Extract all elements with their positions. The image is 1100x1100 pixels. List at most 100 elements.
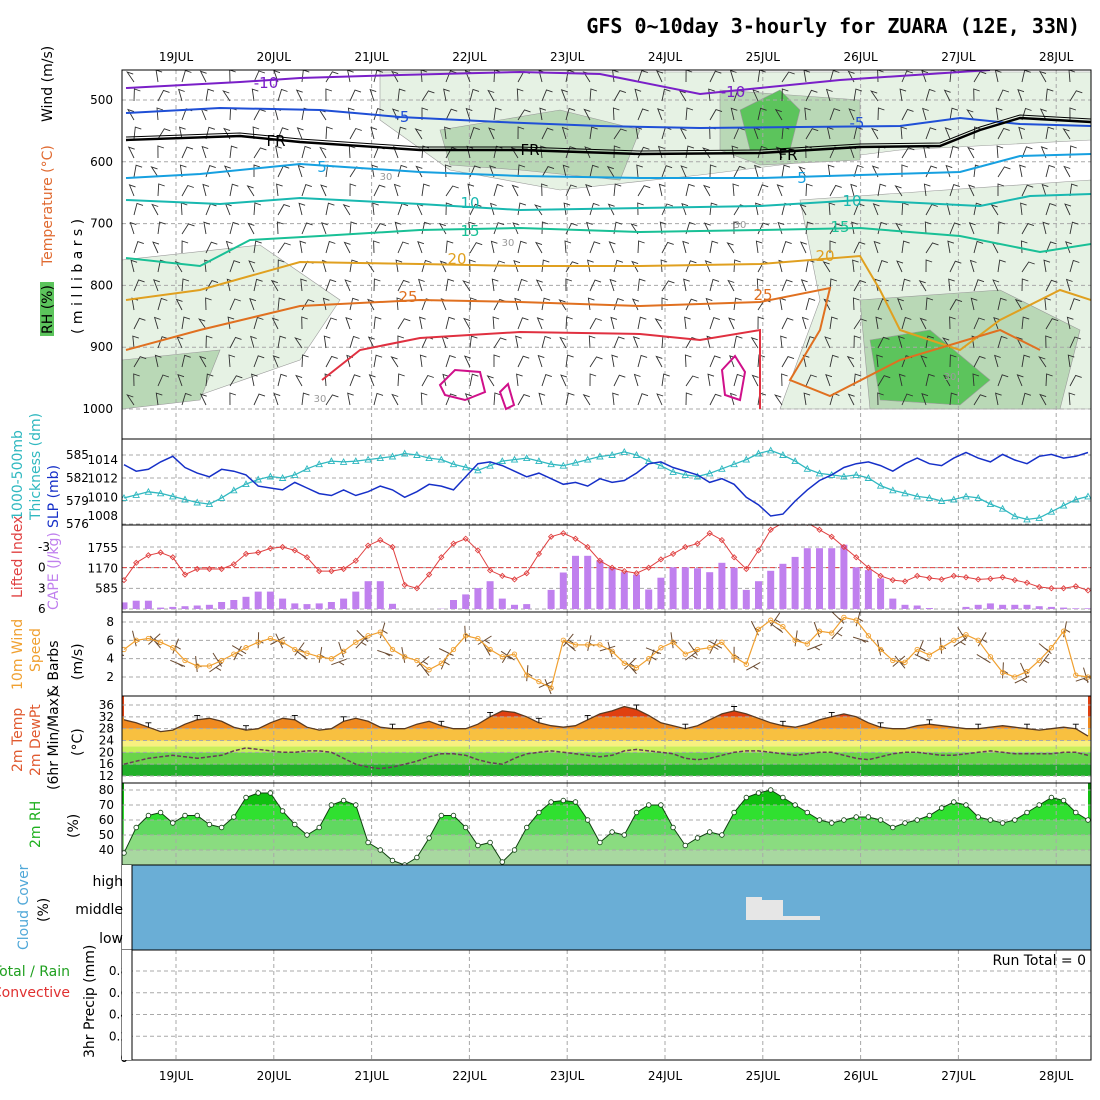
upper-barb bbox=[637, 316, 647, 330]
cape-bar bbox=[559, 572, 567, 609]
upper-barb bbox=[300, 278, 307, 292]
upper-barb bbox=[920, 355, 928, 368]
upper-barb bbox=[344, 279, 352, 292]
upper-barb bbox=[418, 278, 425, 292]
upper-barb bbox=[181, 278, 190, 292]
upper-barb bbox=[853, 335, 861, 349]
upper-barb bbox=[727, 279, 735, 292]
contour-label--10: -10 bbox=[721, 83, 746, 101]
upper-barb bbox=[294, 337, 303, 349]
upper-barb bbox=[517, 126, 525, 140]
date-bottom-27JUL: 27JUL bbox=[941, 1069, 976, 1083]
upper-barb bbox=[607, 203, 615, 216]
slp-tick-1008: 1008 bbox=[87, 509, 118, 523]
wind10-barb bbox=[807, 643, 823, 651]
upper-barb bbox=[774, 108, 783, 121]
upper-barb bbox=[897, 298, 904, 311]
upper-barb bbox=[421, 183, 430, 197]
upper-barb bbox=[613, 259, 624, 273]
temp-contour-7 bbox=[125, 286, 1041, 398]
upper-barb bbox=[969, 259, 977, 273]
lifted-point bbox=[218, 565, 225, 573]
wind10-barb bbox=[172, 638, 181, 654]
lifted-point bbox=[608, 564, 616, 571]
date-top-22JUL: 22JUL bbox=[452, 50, 487, 64]
upper-barb bbox=[805, 374, 817, 387]
thickness-point bbox=[657, 461, 665, 469]
upper-barb bbox=[1041, 183, 1049, 197]
upper-barb bbox=[536, 317, 544, 330]
thickness-point bbox=[352, 457, 360, 465]
upper-barb bbox=[297, 164, 305, 178]
thickness-point bbox=[974, 493, 982, 501]
upper-barb bbox=[949, 107, 959, 121]
ylabel-cape: CAPE (J/kg) bbox=[46, 532, 62, 610]
cape-bar bbox=[645, 589, 653, 609]
cape-bar bbox=[840, 544, 848, 609]
lifted-point bbox=[816, 526, 823, 533]
upper-barb bbox=[949, 145, 960, 159]
lifted-point bbox=[694, 540, 701, 547]
upper-barb bbox=[611, 354, 619, 368]
upper-barb bbox=[349, 183, 357, 197]
upper-barb bbox=[493, 70, 501, 83]
thickness-point bbox=[962, 492, 970, 500]
thickness-point bbox=[730, 460, 738, 468]
temp-maxbar bbox=[535, 717, 542, 723]
temp-contour-2 bbox=[125, 116, 1091, 156]
rh-blob-7 bbox=[869, 329, 991, 406]
lifted-point bbox=[122, 576, 128, 584]
thickness-point bbox=[766, 446, 775, 454]
rh-point bbox=[621, 832, 627, 838]
cape-bar bbox=[779, 563, 787, 609]
upper-barb bbox=[804, 107, 811, 121]
wind10-point bbox=[243, 645, 249, 651]
upper-barb bbox=[582, 393, 591, 406]
upper-barb bbox=[589, 202, 600, 216]
rh2m-line bbox=[122, 787, 1091, 865]
wind10-barb bbox=[625, 661, 637, 675]
temp-tick-12: 12 bbox=[99, 769, 114, 783]
upper-barb bbox=[1067, 354, 1075, 368]
cape-bar bbox=[132, 600, 140, 609]
upper-barb bbox=[229, 336, 242, 349]
upper-barb bbox=[442, 373, 450, 387]
upper-barb bbox=[325, 240, 336, 254]
upper-barb bbox=[853, 373, 862, 387]
upper-barb bbox=[445, 108, 458, 121]
wind10-point bbox=[975, 637, 981, 643]
upper-barb bbox=[248, 260, 256, 273]
upper-barb bbox=[301, 392, 310, 406]
upper-barb bbox=[179, 164, 187, 178]
wind10-barb bbox=[377, 649, 393, 657]
upper-barb bbox=[463, 355, 471, 368]
cape-tick-585: 585 bbox=[95, 582, 118, 596]
temp-mask bbox=[124, 696, 1088, 737]
upper-barb bbox=[973, 355, 986, 368]
upper-air-ylabel: RH (%) Temperature (°C) Wind (m/s) ( m i… bbox=[40, 46, 86, 336]
date-top-21JUL: 21JUL bbox=[354, 50, 389, 64]
upper-barb bbox=[925, 373, 935, 387]
upper-barb bbox=[829, 184, 842, 197]
wind10-point bbox=[719, 639, 725, 645]
ylabel-temperature: Temperature (°C) bbox=[40, 145, 56, 267]
temp-tick-20: 20 bbox=[99, 745, 114, 759]
upper-barb bbox=[613, 374, 626, 387]
upper-barb bbox=[995, 107, 1003, 121]
cape-bar bbox=[523, 604, 531, 609]
cape-bar bbox=[730, 567, 738, 609]
upper-barb bbox=[606, 165, 615, 178]
upper-barb bbox=[349, 89, 362, 102]
upper-barb bbox=[469, 127, 480, 140]
upper-barb bbox=[876, 354, 883, 368]
lifted-point bbox=[242, 550, 250, 558]
rh-point bbox=[829, 820, 835, 826]
upper-barb bbox=[416, 203, 424, 216]
lifted-point bbox=[950, 572, 957, 580]
wind10-point bbox=[829, 630, 835, 636]
upper-barb bbox=[419, 316, 426, 330]
cape-bar bbox=[474, 588, 482, 609]
lifted-point bbox=[730, 554, 738, 561]
thickness-point bbox=[425, 454, 433, 462]
lifted-point bbox=[547, 533, 555, 540]
